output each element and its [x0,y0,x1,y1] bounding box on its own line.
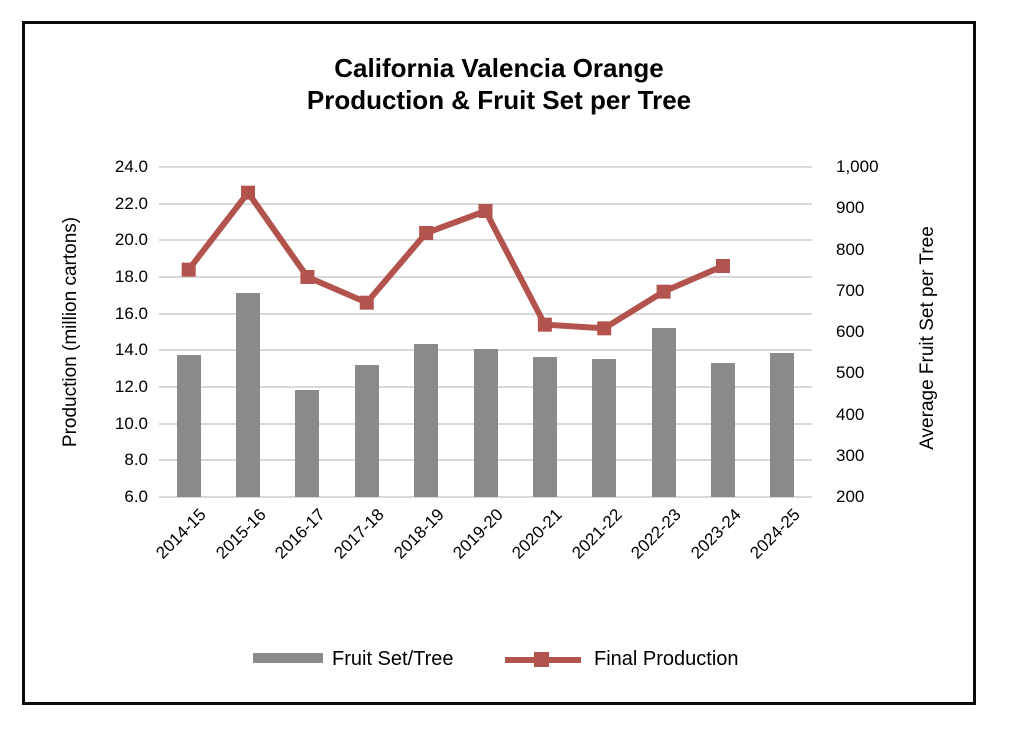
legend-bar-swatch [253,653,323,663]
right-tick-label: 800 [836,239,865,259]
gridline [159,239,812,242]
bar-2020-21 [532,356,557,497]
right-tick-label: 500 [836,363,865,383]
line-marker-icon [478,204,493,218]
left-tick-label: 20.0 [114,230,148,250]
chart-title-line1: California Valencia Orange [334,53,664,83]
left-tick-label: 6.0 [124,487,148,506]
line-marker-icon [715,259,730,273]
bar-2014-15 [176,354,201,497]
bar-2021-22 [592,358,617,497]
bar-2019-20 [473,348,498,497]
line-marker-icon [656,284,671,299]
bar-2016-17 [295,389,320,497]
final-production-line [181,185,730,336]
gridline [159,312,812,315]
chart-title-line2: Production & Fruit Set per Tree [306,85,692,115]
left-axis-title: Production (million cartons) [60,216,81,448]
right-tick-label: 200 [836,487,865,506]
line-marker-icon [597,321,612,336]
left-tick-label: 8.0 [124,450,148,470]
line-marker-icon [300,270,315,284]
right-tick-label: 700 [836,280,865,300]
plot-area [159,166,812,498]
bar-2018-19 [414,344,439,497]
gridline [159,166,812,168]
left-tick-label: 24.0 [114,157,148,176]
left-tick-label: 22.0 [114,193,148,213]
gridline [159,276,812,278]
line-marker-icon [241,185,256,200]
bar-2024-25 [770,352,795,497]
gridline [159,202,812,205]
line-path [186,187,725,332]
line-marker-icon [181,262,196,277]
left-tick-label: 10.0 [114,413,148,433]
right-tick-label: 400 [836,404,865,424]
legend-line-marker-icon [534,652,549,667]
bar-2017-18 [354,365,379,497]
line-marker-icon [359,295,374,310]
chart-title: California Valencia Orange Production & … [22,52,976,116]
line-marker-icon [537,317,552,332]
left-tick-label: 18.0 [114,267,148,286]
right-tick-label: 900 [836,198,865,218]
bar-2023-24 [710,362,735,497]
line-marker-icon [419,226,434,240]
right-tick-label: 1,000 [836,157,879,176]
left-tick-label: 16.0 [114,303,148,323]
legend-bar-label: Fruit Set/Tree [332,648,454,670]
legend-line-label: Final Production [594,648,739,670]
left-tick-label: 14.0 [114,340,148,360]
bar-2022-23 [651,327,676,497]
right-tick-label: 300 [836,445,865,465]
right-axis-title: Average Fruit Set per Tree [917,226,938,450]
right-tick-label: 600 [836,322,865,341]
bar-2015-16 [236,292,261,497]
gridline [159,496,812,498]
left-tick-label: 12.0 [114,377,148,396]
